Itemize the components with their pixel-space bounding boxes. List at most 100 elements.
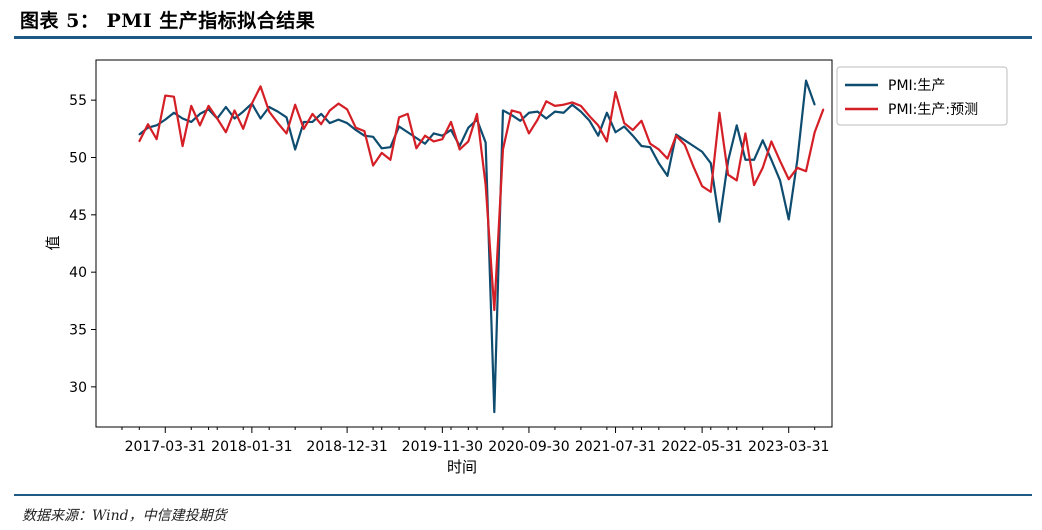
series-2-point (147, 123, 149, 126)
series-1-point (320, 113, 322, 115)
series-1-point (372, 136, 374, 138)
series-1-point (727, 160, 729, 162)
series-1-point (701, 150, 703, 153)
series-2-point (822, 108, 825, 111)
series-1-point (389, 146, 392, 148)
series-2-point (588, 115, 591, 117)
series-2-point (502, 148, 504, 151)
series-2-point (372, 164, 374, 167)
series-1-point (173, 111, 175, 114)
legend-label-2: PMI:生产:预测 (888, 102, 978, 118)
series-1-point (138, 133, 141, 136)
series-2-point (536, 118, 539, 121)
series-1-point (432, 132, 435, 135)
series-2-point (138, 140, 141, 143)
data-source-note: 数据来源：Wind，中信建投期货 (22, 508, 227, 524)
series-2-point (666, 157, 669, 160)
series-2-point (614, 91, 617, 93)
series-2-point (406, 113, 409, 115)
series-1-point (588, 119, 591, 122)
series-2-point (606, 140, 608, 143)
x-tick-label: 2020-09-30 (488, 439, 569, 455)
series-2-point (675, 134, 677, 137)
series-1-point (753, 158, 755, 161)
series-1-point (484, 141, 487, 144)
series-2-point (216, 117, 219, 120)
series-2-point (787, 178, 790, 181)
series-2-point (770, 140, 773, 143)
series-1-point (536, 110, 539, 113)
series-1-point (311, 121, 314, 123)
series-1-point (606, 111, 608, 114)
series-1-point (805, 79, 807, 82)
x-tick-label: 2018-12-31 (306, 439, 387, 455)
series-1-point (467, 126, 470, 129)
series-2-point (398, 116, 400, 119)
series-1-point (519, 119, 522, 122)
series-2-point (285, 132, 288, 135)
series-2-point (484, 184, 487, 186)
series-1-point (770, 158, 773, 161)
series-1-point (277, 110, 279, 113)
series-2-point (493, 309, 496, 311)
series-2-point (311, 113, 314, 115)
x-tick-label: 2017-03-31 (125, 439, 206, 455)
series-2-point (684, 144, 686, 146)
x-tick-label: 2018-01-31 (211, 439, 292, 455)
series-2-point (701, 185, 703, 187)
series-2-point (225, 131, 227, 134)
series-2-point (389, 158, 392, 161)
top-divider (14, 36, 1032, 39)
series-2-point (432, 140, 435, 143)
series-1-point (640, 145, 643, 147)
series-2-point (476, 113, 478, 115)
series-2-point (727, 173, 729, 176)
series-2-point (415, 147, 418, 150)
x-tick-label: 2021-07-31 (575, 439, 656, 455)
series-1-point (632, 134, 634, 137)
series-1-point (155, 124, 158, 127)
series-2-point (259, 85, 262, 88)
series-1-point (666, 175, 669, 177)
series-2-point (735, 179, 738, 182)
series-1-point (380, 147, 383, 150)
series-2-point (649, 142, 651, 145)
series-2-point (580, 105, 582, 107)
series-2-point (380, 152, 383, 154)
series-2-point (155, 138, 158, 140)
y-tick-label: 55 (69, 93, 87, 109)
series-2-point (233, 109, 236, 112)
series-2-point (173, 95, 175, 98)
series-2-point (528, 132, 530, 135)
series-2-point (320, 123, 322, 126)
y-tick-label: 40 (69, 265, 87, 281)
series-1-point (502, 109, 504, 112)
series-1-point (337, 118, 340, 121)
series-1-point (181, 117, 184, 120)
series-1-point (649, 146, 651, 148)
series-1-point (571, 103, 574, 106)
series-2-point (450, 121, 452, 123)
series-2-point (458, 148, 461, 151)
series-2-point (328, 109, 331, 112)
series-2-point (363, 130, 366, 132)
series-2-point (346, 108, 348, 111)
legend-label-1: PMI:生产 (888, 78, 945, 94)
y-tick-label: 35 (69, 323, 87, 339)
series-1-point (718, 220, 721, 223)
series-1-point (623, 125, 625, 128)
bottom-divider (14, 494, 1032, 496)
series-1-point (294, 148, 296, 151)
series-2-point (294, 103, 296, 106)
series-1-point (199, 113, 201, 115)
series-2-point (181, 145, 184, 147)
series-2-point (354, 126, 357, 129)
series-2-point (632, 129, 634, 131)
series-2-point (337, 102, 340, 105)
legend-box (836, 66, 1008, 126)
series-2-point (761, 167, 764, 169)
series-1-point (744, 158, 747, 161)
series-2-point (268, 110, 270, 113)
y-tick-label: 30 (69, 380, 87, 396)
series-1-point (328, 122, 331, 124)
